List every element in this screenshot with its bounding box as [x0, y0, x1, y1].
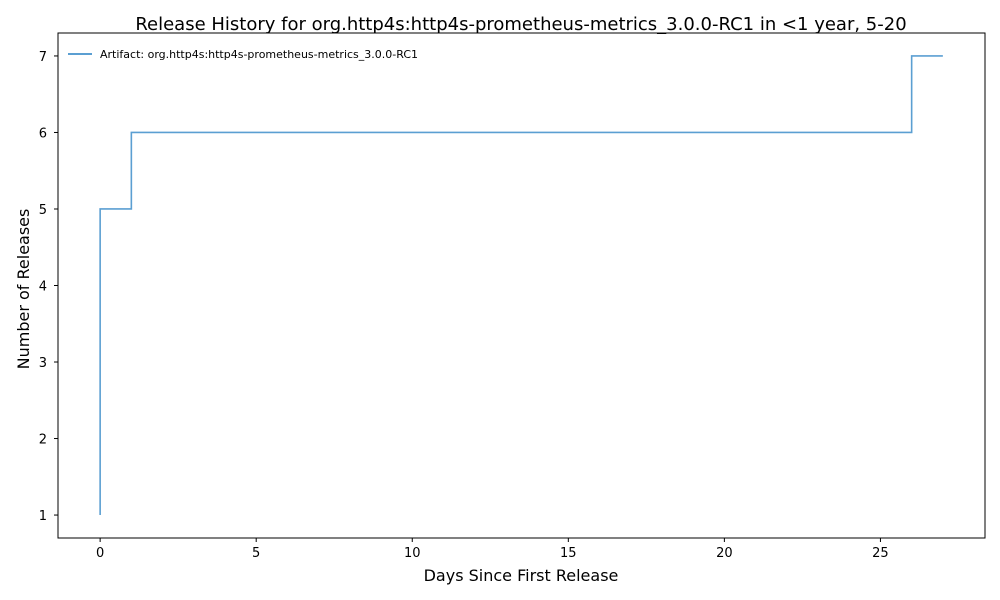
- y-tick-label: 4: [39, 280, 47, 295]
- plot-area: [57, 32, 986, 539]
- series-line: [99, 55, 943, 516]
- y-tick-label: 1: [39, 509, 47, 524]
- x-tick-label: 20: [716, 546, 733, 561]
- x-axis-label: Days Since First Release: [424, 566, 619, 585]
- legend-label: Artifact: org.http4s:http4s-prometheus-m…: [100, 48, 418, 61]
- y-tick-label: 6: [39, 126, 47, 141]
- x-tick-label: 25: [872, 546, 889, 561]
- y-tick-label: 5: [39, 203, 47, 218]
- y-tick-label: 7: [39, 50, 47, 65]
- y-axis: 1 2 3 4 5 6 7: [39, 50, 58, 524]
- x-tick-label: 5: [252, 546, 260, 561]
- x-tick-label: 15: [560, 546, 577, 561]
- x-tick-label: 10: [404, 546, 421, 561]
- x-axis: 0 5 10 15 20 25: [96, 538, 889, 561]
- y-tick-label: 3: [39, 356, 47, 371]
- y-axis-label: Number of Releases: [14, 209, 33, 370]
- y-tick-label: 2: [39, 433, 47, 448]
- legend: Artifact: org.http4s:http4s-prometheus-m…: [68, 48, 418, 61]
- chart-title: Release History for org.http4s:http4s-pr…: [135, 14, 906, 35]
- x-tick-label: 0: [96, 546, 104, 561]
